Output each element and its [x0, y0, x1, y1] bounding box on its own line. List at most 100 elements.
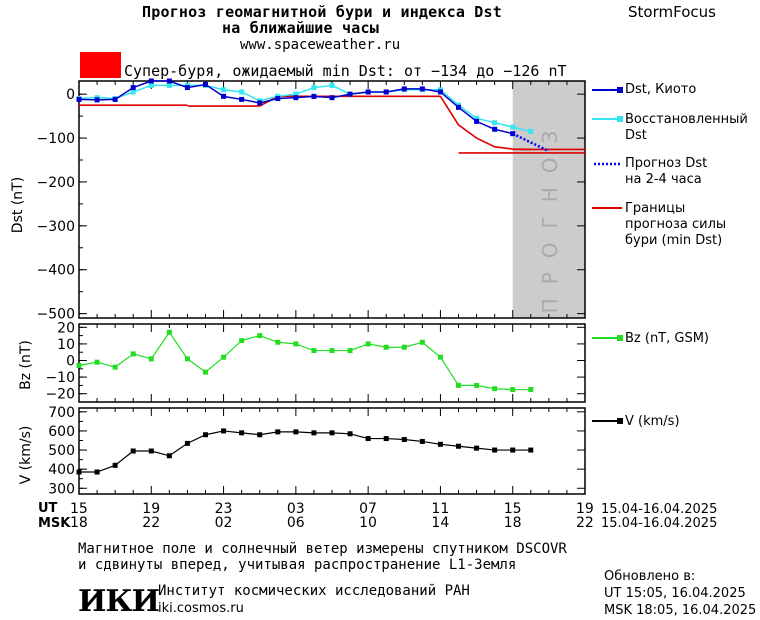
- bz-point: [76, 362, 82, 368]
- institute-name: Институт космических исследований РАН: [158, 583, 470, 599]
- reconstructed-dst-point: [311, 85, 317, 91]
- dst-kyoto-point: [293, 95, 299, 101]
- v-ytick-label: 400: [48, 462, 75, 478]
- legend-forecast-l2: на 2-4 часа: [625, 172, 702, 187]
- dst-ytick-label: 0: [66, 87, 75, 103]
- v-point: [365, 436, 371, 442]
- bz-point: [148, 356, 154, 362]
- legend-dst-kyoto: Dst, Киото: [625, 82, 697, 97]
- bz-point: [94, 359, 100, 365]
- bz-point: [401, 344, 407, 350]
- dst-ytick-label: −200: [37, 175, 75, 191]
- msk-tick-label: 14: [431, 515, 450, 531]
- bz-point: [257, 333, 263, 339]
- bz-ytick-label: −20: [45, 387, 75, 403]
- v-point: [275, 429, 281, 435]
- v-point: [437, 441, 443, 447]
- ut-tick-label: 19: [576, 501, 594, 517]
- bz-point: [419, 339, 425, 345]
- dst-kyoto-point: [203, 82, 208, 88]
- dst-kyoto-point: [221, 93, 227, 99]
- dst-kyoto-point: [275, 96, 281, 102]
- msk-tick-label: 18: [70, 515, 88, 531]
- reconstructed-dst-point: [239, 89, 245, 95]
- ut-tick-label: 03: [286, 501, 305, 517]
- bz-point: [528, 387, 534, 393]
- chart-title-line1: Прогноз геомагнитной бури и индекса Dst: [142, 3, 502, 21]
- reconstructed-dst-point: [221, 87, 227, 93]
- iki-logo[interactable]: ИКИ: [78, 584, 160, 619]
- institute-site[interactable]: iki.cosmos.ru: [158, 601, 244, 616]
- dst-kyoto-point: [311, 93, 317, 99]
- v-ytick-label: 300: [48, 481, 75, 497]
- v-point: [401, 437, 407, 443]
- ut-tick-label: 15: [70, 501, 88, 517]
- msk-tick-label: 22: [576, 515, 594, 531]
- ut-tick-label: 07: [359, 501, 377, 517]
- msk-tick-label: 10: [359, 515, 377, 531]
- bz-point: [221, 354, 227, 360]
- bz-ytick-label: −10: [45, 370, 75, 386]
- bz-ytick-label: 0: [66, 354, 75, 370]
- dst-kyoto-point: [112, 96, 118, 102]
- msk-tick-label: 18: [503, 515, 522, 531]
- ut-date-range: 15.04-16.04.2025: [601, 502, 718, 517]
- dst-ytick-label: −500: [37, 307, 75, 323]
- alert-text: Супер-буря, ожидаемый min Dst: от −134 д…: [124, 62, 567, 80]
- bz-point: [166, 329, 172, 335]
- v-point: [221, 428, 227, 434]
- footer-note-l1: Магнитное поле и солнечный ветер измерен…: [78, 541, 567, 557]
- bz-point: [365, 341, 371, 347]
- chart-title-line2: на ближайшие часы: [222, 19, 379, 37]
- v-ytick-label: 700: [48, 405, 75, 421]
- reconstructed-dst-point: [329, 82, 335, 88]
- dst-ytick-label: −100: [37, 131, 75, 147]
- dst-kyoto-point: [474, 118, 480, 124]
- v-point: [510, 447, 516, 453]
- footer-note-l2: и сдвинуты вперед, учитывая распростране…: [78, 557, 517, 573]
- bz-ytick-label: 10: [57, 337, 75, 353]
- legend-swatches: [592, 87, 623, 209]
- forecast-band-label: ПРОГНОЗ: [538, 116, 562, 314]
- bz-point: [456, 382, 461, 388]
- bz-panel-frame: [78, 323, 586, 403]
- reconstructed-dst-point: [510, 124, 516, 130]
- legend-bounds-l3: бури (min Dst): [625, 233, 723, 248]
- v-panel-frame: [78, 407, 586, 495]
- dst-kyoto-point: [130, 85, 136, 91]
- msk-tick-label: 02: [214, 515, 233, 531]
- v-point: [239, 430, 245, 436]
- v-point: [130, 448, 136, 454]
- v-point: [293, 429, 299, 435]
- legend-v: V (km/s): [625, 414, 680, 429]
- dst-kyoto-point: [365, 89, 371, 95]
- v-line: [79, 430, 531, 473]
- dst-kyoto-point: [94, 97, 100, 103]
- dst-kyoto-point: [239, 96, 245, 102]
- bz-point: [492, 386, 498, 392]
- dst-kyoto-point: [383, 89, 389, 95]
- ut-tick-label: 15: [503, 501, 522, 517]
- v-point: [166, 453, 172, 459]
- legend-bounds-l1: Границы: [625, 201, 686, 216]
- updated-label: Обновлено в:: [604, 569, 696, 584]
- v-point: [347, 431, 353, 437]
- reconstructed-dst-line: [78, 84, 531, 133]
- dst-kyoto-point: [184, 85, 190, 91]
- site-url[interactable]: www.spaceweather.ru: [240, 37, 401, 53]
- bz-point: [275, 339, 281, 345]
- ut-tick-label: 11: [431, 501, 450, 517]
- dst-panel-frame: [78, 80, 586, 319]
- forecast-band: [512, 81, 585, 318]
- dst-kyoto-point: [329, 95, 335, 101]
- dst-kyoto-point: [419, 86, 425, 92]
- bz-point: [130, 351, 136, 357]
- v-point: [383, 436, 389, 442]
- v-point: [257, 432, 263, 438]
- dst-kyoto-point: [76, 96, 82, 102]
- v-point: [311, 430, 317, 436]
- legend-reconstructed-l1: Восстановленный: [625, 112, 748, 127]
- ut-tick-label: 19: [142, 501, 161, 517]
- alert-swatch: [80, 52, 121, 78]
- reconstructed-dst-point: [474, 115, 480, 121]
